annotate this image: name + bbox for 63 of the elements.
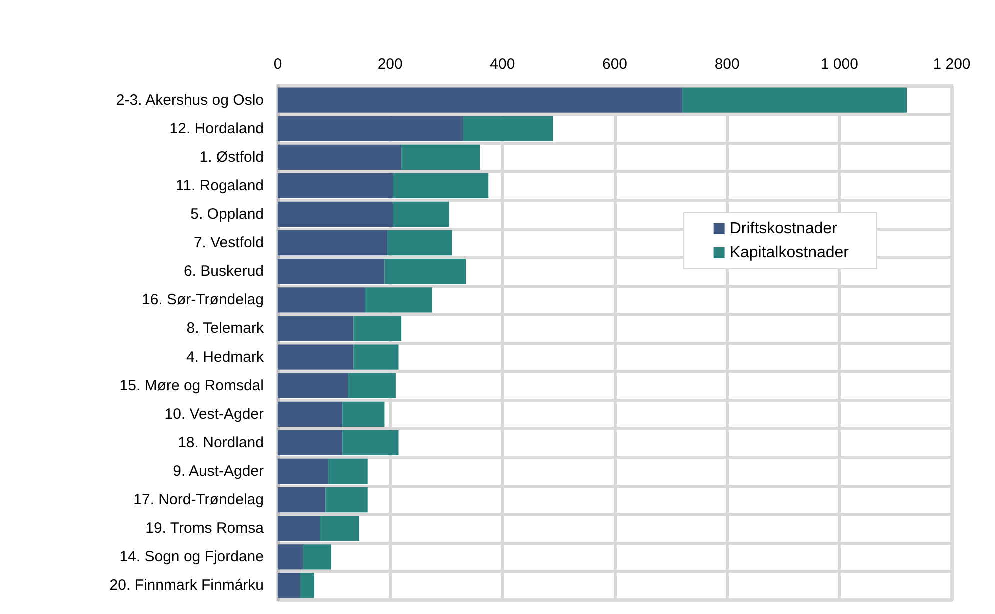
y-tick-label: 9. Aust-Agder xyxy=(173,463,264,480)
bar xyxy=(278,144,402,170)
bar xyxy=(278,344,354,370)
x-tick-label: 1 000 xyxy=(820,56,858,73)
bar xyxy=(278,116,464,142)
x-tick-label: 0 xyxy=(274,56,282,73)
bar xyxy=(354,316,402,342)
y-tick-label: 10. Vest-Agder xyxy=(164,406,264,423)
bar xyxy=(320,516,360,542)
x-tick-label: 600 xyxy=(602,56,628,73)
bar xyxy=(342,402,385,427)
x-tick-label: 1 200 xyxy=(933,56,971,73)
bar xyxy=(328,458,368,484)
y-tick-label: 2-3. Akershus og Oslo xyxy=(116,92,264,109)
y-tick-label: 7. Vestfold xyxy=(194,234,264,252)
y-tick-label: 8. Telemark xyxy=(186,320,264,338)
bar xyxy=(278,230,388,256)
bar xyxy=(278,458,329,484)
x-tick-label: 400 xyxy=(490,56,516,73)
bar xyxy=(278,373,348,398)
bar xyxy=(388,230,452,256)
legend-label: Driftskostnader xyxy=(730,220,838,238)
bar xyxy=(278,402,343,427)
bar xyxy=(300,573,315,598)
bar xyxy=(463,116,554,142)
y-tick-label: 19. Troms Romsa xyxy=(146,520,265,538)
y-tick-label: 17. Nord-Trøndelag xyxy=(134,492,264,509)
y-tick-label: 1. Østfold xyxy=(200,148,264,166)
bar xyxy=(303,544,332,570)
bar xyxy=(278,288,366,313)
bar xyxy=(278,516,320,542)
bar xyxy=(348,373,396,398)
bar xyxy=(393,202,450,228)
bar xyxy=(278,173,394,199)
y-tick-label: 20. Finnmark Finmárku xyxy=(110,577,264,594)
bar xyxy=(326,487,368,513)
bar xyxy=(354,344,399,370)
y-tick-label: 6. Buskerud xyxy=(184,263,264,280)
bar xyxy=(278,88,682,113)
bar xyxy=(278,316,354,342)
y-tick-label: 5. Oppland xyxy=(190,206,264,223)
y-tick-label: 14. Sogn og Fjordane xyxy=(120,548,264,566)
x-tick-label: 200 xyxy=(378,56,403,73)
bar xyxy=(278,487,326,513)
legend-label: Kapitalkostnader xyxy=(730,244,850,262)
bar xyxy=(682,88,908,113)
y-tick-label: 16. Sør-Trøndelag xyxy=(142,292,264,309)
bar xyxy=(278,202,394,228)
bar xyxy=(393,173,489,199)
y-tick-label: 4. Hedmark xyxy=(186,348,264,366)
bar xyxy=(384,259,466,284)
bar xyxy=(365,288,432,313)
y-tick-label: 12. Hordaland xyxy=(170,120,264,138)
bar xyxy=(342,430,399,456)
bar xyxy=(402,144,480,170)
y-tick-label: 15. Møre og Romsdal xyxy=(120,377,264,394)
bar xyxy=(278,573,300,598)
y-tick-label: 18. Nordland xyxy=(178,434,264,452)
bar xyxy=(278,544,304,570)
y-tick-label: 11. Rogaland xyxy=(176,177,264,194)
bar xyxy=(278,259,385,284)
bar xyxy=(278,430,343,456)
x-tick-label: 800 xyxy=(714,56,740,73)
